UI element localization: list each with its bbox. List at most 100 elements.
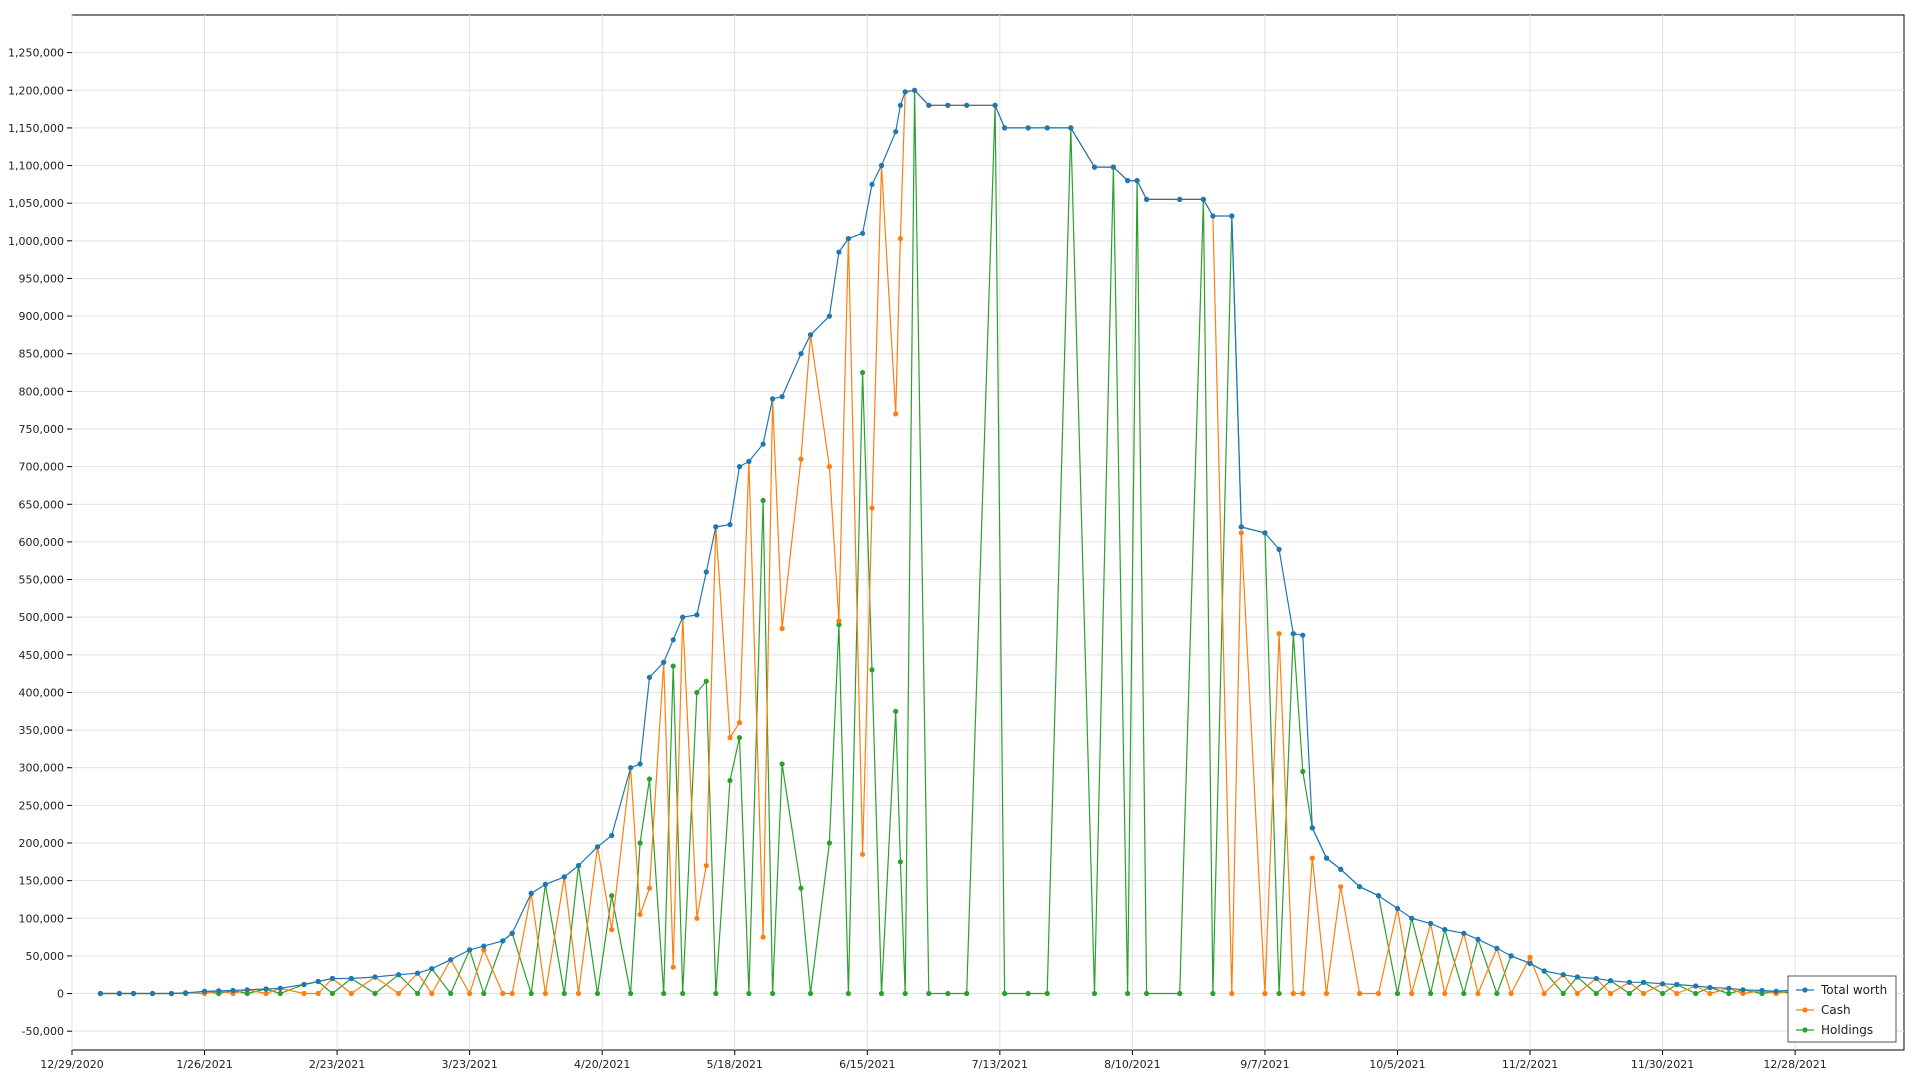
data-point xyxy=(807,990,814,997)
y-tick-label: 450,000 xyxy=(19,649,65,662)
x-tick-label: 10/5/2021 xyxy=(1369,1058,1425,1071)
legend: Total worth Cash Holdings xyxy=(1787,975,1897,1043)
y-tick-label: 0 xyxy=(57,988,64,1001)
y-tick-label: 700,000 xyxy=(19,461,65,474)
data-point xyxy=(1229,213,1235,219)
data-point xyxy=(1210,213,1216,219)
y-tick-label: 200,000 xyxy=(19,837,65,850)
data-point xyxy=(609,893,615,899)
data-point xyxy=(727,777,733,784)
data-point xyxy=(467,990,473,997)
data-point xyxy=(1375,893,1382,899)
data-point xyxy=(429,966,435,972)
x-tick-label: 5/18/2021 xyxy=(707,1058,763,1071)
data-point xyxy=(168,990,174,997)
data-point xyxy=(798,456,804,462)
data-point xyxy=(694,612,700,618)
data-point xyxy=(1541,968,1547,974)
data-point xyxy=(637,840,643,846)
y-tick-label: 1,200,000 xyxy=(8,84,64,97)
data-point xyxy=(594,990,601,997)
data-point xyxy=(713,524,719,530)
data-point xyxy=(713,990,719,997)
data-point xyxy=(703,569,709,575)
y-tick-label: 1,100,000 xyxy=(8,160,64,173)
data-point xyxy=(201,988,208,994)
data-point xyxy=(646,674,653,681)
data-point xyxy=(760,934,766,940)
data-point xyxy=(542,990,549,997)
data-point xyxy=(1276,990,1282,997)
data-point xyxy=(661,990,667,997)
data-point xyxy=(807,332,814,338)
data-point xyxy=(680,614,686,620)
data-point xyxy=(860,230,866,236)
data-point xyxy=(467,947,473,953)
data-point xyxy=(670,964,676,970)
data-point xyxy=(964,990,970,997)
data-point xyxy=(1674,981,1680,988)
data-point xyxy=(1660,981,1666,987)
data-point xyxy=(869,505,875,511)
x-tick-label: 6/15/2021 xyxy=(839,1058,895,1071)
y-tick-label: 300,000 xyxy=(19,762,65,775)
data-point xyxy=(542,881,549,888)
y-tick-label: 500,000 xyxy=(19,611,65,624)
data-point xyxy=(945,102,951,108)
y-tick-label: 850,000 xyxy=(19,348,65,361)
data-point xyxy=(500,938,506,944)
data-point xyxy=(836,618,842,624)
data-point xyxy=(500,990,506,997)
data-point xyxy=(1091,164,1098,170)
legend-label: Holdings xyxy=(1821,1023,1873,1037)
data-point xyxy=(263,986,269,992)
data-point xyxy=(1428,920,1434,927)
data-point xyxy=(770,396,776,402)
y-tick-label: 900,000 xyxy=(19,310,65,323)
data-point xyxy=(1375,990,1382,997)
x-tick-label: 11/30/2021 xyxy=(1631,1058,1694,1071)
data-point xyxy=(912,87,918,93)
data-point xyxy=(845,236,852,242)
data-point xyxy=(1527,960,1533,967)
data-point xyxy=(1641,990,1647,997)
data-point xyxy=(1002,125,1008,131)
x-axis: 12/29/2020 1/26/2021 2/23/2021 3/23/2021 4/2… xyxy=(40,1050,1827,1071)
data-point xyxy=(1229,990,1235,997)
data-point xyxy=(594,844,601,850)
y-tick-label: 950,000 xyxy=(19,272,65,285)
data-point xyxy=(1044,990,1050,997)
data-point xyxy=(1068,125,1074,131)
data-point xyxy=(902,990,908,997)
data-point xyxy=(528,890,534,897)
data-point xyxy=(1693,983,1699,989)
data-point xyxy=(1025,125,1031,131)
x-tick-label: 7/13/2021 xyxy=(972,1058,1028,1071)
data-point xyxy=(746,458,752,464)
data-point xyxy=(561,990,567,997)
series-total-worth xyxy=(97,87,1812,997)
y-tick-label: 150,000 xyxy=(19,875,65,888)
data-point xyxy=(661,659,667,665)
data-point xyxy=(429,990,435,997)
data-point xyxy=(481,943,487,949)
data-point xyxy=(230,987,236,994)
data-point xyxy=(694,689,700,696)
y-tick-label: 600,000 xyxy=(19,536,65,549)
data-point xyxy=(1461,990,1467,997)
data-point xyxy=(396,990,402,997)
data-point xyxy=(992,102,998,108)
data-point xyxy=(945,990,951,997)
data-point xyxy=(1726,985,1732,991)
x-tick-label: 9/7/2021 xyxy=(1240,1058,1289,1071)
data-point xyxy=(149,990,156,997)
data-point xyxy=(845,990,852,997)
data-point xyxy=(860,851,866,857)
data-point xyxy=(1607,978,1614,984)
data-point xyxy=(1300,768,1306,775)
data-point xyxy=(1125,990,1131,997)
data-point xyxy=(1409,915,1415,921)
x-tick-label: 11/2/2021 xyxy=(1502,1058,1558,1071)
data-point xyxy=(1626,990,1632,997)
data-point xyxy=(1200,196,1206,202)
